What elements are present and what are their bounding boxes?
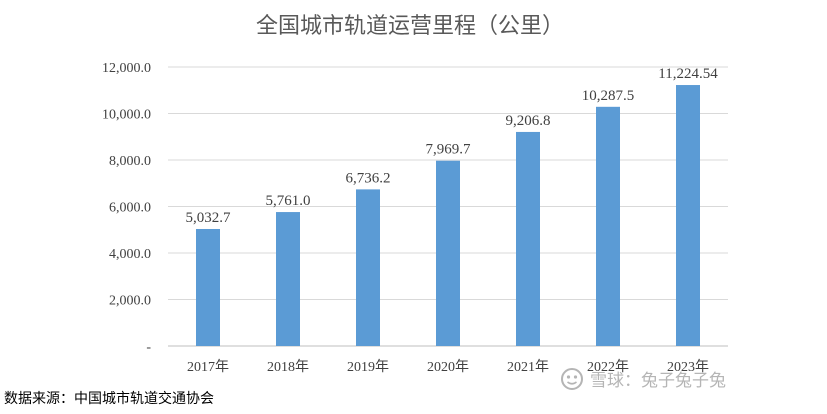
data-label: 5,032.7 <box>186 210 232 226</box>
bar <box>676 85 700 346</box>
data-label: 7,969.7 <box>426 142 472 158</box>
data-label: 11,224.54 <box>658 66 718 82</box>
y-tick-label: 4,000.0 <box>109 247 151 262</box>
y-axis: - 2,000.0 4,000.0 6,000.0 8,000.0 10,000.0 12,… <box>102 61 151 355</box>
x-axis: 2017年 2018年 2019年 2020年 2021年 2022年 2023年 <box>187 359 709 375</box>
y-tick-label: 12,000.0 <box>102 61 151 76</box>
data-label: 9,206.8 <box>506 113 551 129</box>
source-note: 数据来源：中国城市轨道交通协会 <box>4 391 214 407</box>
bar <box>276 212 300 346</box>
y-tick-label: 10,000.0 <box>102 108 151 123</box>
data-labels: 5,032.7 5,761.0 6,736.2 7,969.7 9,206.8 10,28… <box>186 66 719 226</box>
data-label: 10,287.5 <box>582 88 635 104</box>
bars <box>196 85 700 346</box>
snowball-logo-icon <box>561 367 583 390</box>
bar <box>196 228 220 346</box>
chart-title: 全国城市轨道运营里程（公里） <box>256 14 564 39</box>
bar <box>596 106 620 346</box>
y-tick-label: 2,000.0 <box>109 294 151 309</box>
data-label: 6,736.2 <box>346 170 391 186</box>
bar <box>436 160 460 346</box>
x-tick-label: 2023年 <box>667 359 709 375</box>
x-tick-label: 2018年 <box>267 359 309 375</box>
watermark-text: 雪球：兔子兔子兔 <box>590 371 726 391</box>
x-tick-label: 2020年 <box>427 359 469 375</box>
data-label: 5,761.0 <box>266 193 311 209</box>
x-tick-label: 2022年 <box>587 359 629 375</box>
x-tick-label: 2019年 <box>347 359 389 375</box>
x-tick-label: 2017年 <box>187 359 229 375</box>
y-tick-label: 6,000.0 <box>109 201 151 216</box>
watermark: 雪球：兔子兔子兔 <box>560 366 726 391</box>
bar <box>356 189 380 346</box>
bar <box>516 131 540 346</box>
y-tick-label: - <box>146 340 151 355</box>
x-tick-label: 2021年 <box>507 359 549 375</box>
y-tick-label: 8,000.0 <box>109 154 151 169</box>
